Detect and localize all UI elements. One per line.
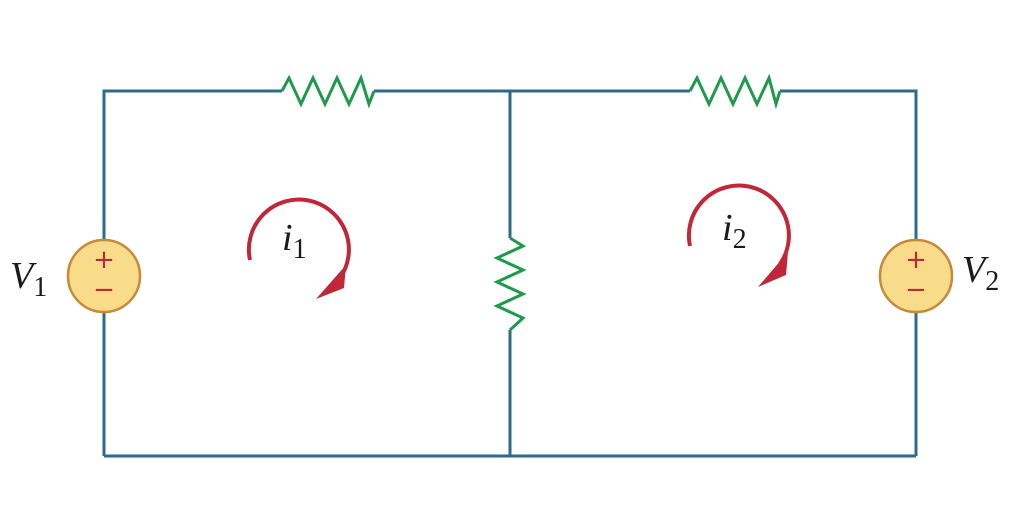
mesh-current-i1-arrowhead [316, 265, 346, 299]
mesh-current-i1-arc [246, 197, 351, 280]
voltage-source-v1-body [66, 238, 142, 314]
label-v1-sub: 1 [33, 272, 47, 303]
label-v1: V1 [10, 255, 47, 303]
label-v2: V2 [962, 249, 999, 297]
resistor-top-left [280, 73, 376, 109]
label-i2-sub: 2 [733, 224, 747, 255]
label-v1-main: V [10, 255, 37, 297]
voltage-source-v1: + − [66, 238, 142, 314]
label-i1: i1 [282, 217, 307, 265]
label-i2: i2 [722, 207, 747, 255]
wire-top-right [780, 89, 918, 245]
mesh-current-i2-arc [686, 183, 791, 266]
label-v2-sub: 2 [985, 266, 999, 297]
voltage-source-v2: + − [878, 238, 954, 314]
wire-top-left [102, 89, 282, 245]
voltage-source-v2-minus: − [905, 275, 927, 305]
voltage-source-v1-plus: + [93, 245, 115, 275]
mesh-current-i1-arrow-icon [246, 197, 351, 299]
label-i2-main: i [722, 207, 733, 249]
wires [102, 89, 918, 458]
mesh-current-i2-arrowhead [758, 252, 788, 287]
voltage-source-v2-plus: + [905, 245, 927, 275]
label-v2-main: V [962, 249, 989, 291]
resistor-top-right [688, 73, 782, 110]
voltage-source-v1-minus: − [93, 275, 115, 305]
mesh-current-i2-arrow-icon [686, 183, 791, 287]
label-i1-main: i [282, 217, 293, 259]
label-i1-sub: 1 [293, 234, 307, 265]
voltage-source-v2-body [878, 238, 954, 314]
resistor-middle [493, 236, 527, 332]
